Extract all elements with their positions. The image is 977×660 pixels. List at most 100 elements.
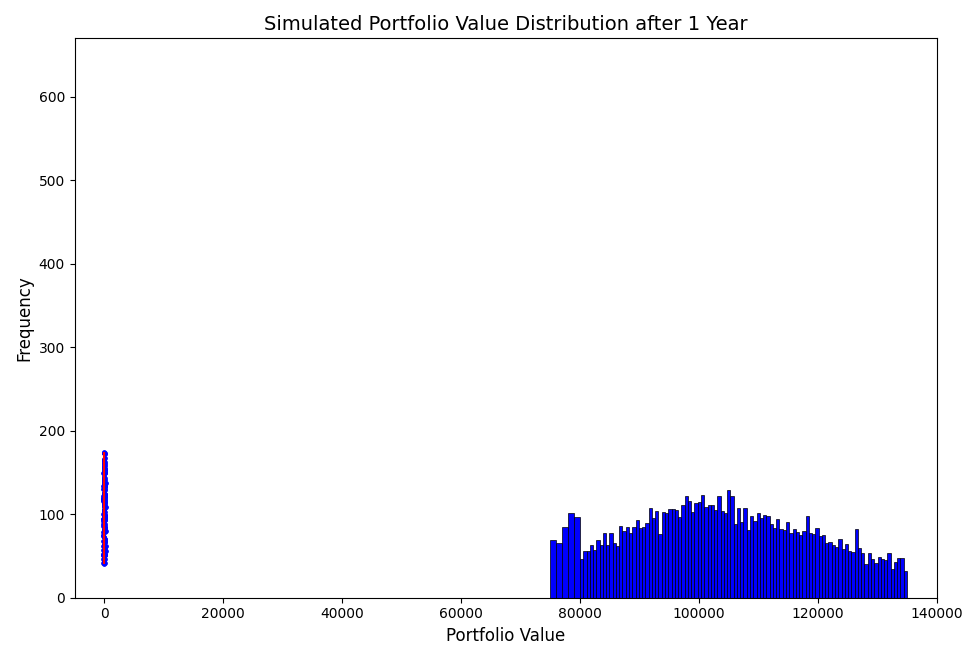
Point <box>97 500 112 511</box>
Bar <box>687 501 691 598</box>
Bar <box>664 513 667 598</box>
Bar <box>759 518 762 598</box>
Point <box>96 521 111 531</box>
Point <box>96 525 111 535</box>
Bar <box>786 522 788 598</box>
Point <box>96 515 111 526</box>
Point <box>98 537 113 548</box>
Point <box>97 447 112 458</box>
Point <box>97 490 112 500</box>
Point <box>97 499 112 510</box>
Point <box>98 488 113 499</box>
Bar <box>625 527 628 598</box>
Point <box>97 475 112 486</box>
Point <box>97 480 112 491</box>
Point <box>96 527 111 537</box>
Bar <box>795 532 798 598</box>
Point <box>97 541 112 552</box>
Bar <box>769 524 772 598</box>
Point <box>96 488 111 498</box>
Point <box>96 471 111 482</box>
Point <box>97 484 112 494</box>
Point <box>96 559 111 570</box>
Bar <box>743 508 746 598</box>
Point <box>97 466 112 477</box>
Bar <box>876 557 880 598</box>
Point <box>97 546 112 557</box>
Bar <box>609 533 612 598</box>
Point <box>96 459 111 470</box>
Point <box>97 455 112 465</box>
Point <box>97 523 112 534</box>
Bar <box>616 546 618 598</box>
Point <box>97 498 112 508</box>
Point <box>98 484 113 495</box>
Point <box>97 473 112 483</box>
Bar <box>746 530 749 598</box>
Point <box>96 448 111 459</box>
Bar <box>782 530 786 598</box>
Y-axis label: Frequency: Frequency <box>15 275 33 361</box>
Point <box>97 500 112 511</box>
Point <box>96 531 111 542</box>
Point <box>96 473 111 484</box>
Bar <box>596 540 599 598</box>
Bar <box>840 549 844 598</box>
Point <box>96 519 111 529</box>
Bar <box>737 508 740 598</box>
Point <box>96 496 111 506</box>
Point <box>96 496 111 506</box>
Bar <box>890 568 893 598</box>
Point <box>98 550 113 561</box>
Point <box>97 475 112 486</box>
Point <box>96 505 111 515</box>
Bar <box>883 560 886 598</box>
Point <box>96 493 111 504</box>
Bar <box>677 517 681 598</box>
Bar <box>658 534 661 598</box>
Point <box>97 515 112 525</box>
Point <box>96 468 111 478</box>
Point <box>97 463 112 473</box>
Point <box>96 484 111 494</box>
Point <box>97 482 112 493</box>
Bar <box>612 543 616 598</box>
Point <box>96 494 111 504</box>
Point <box>96 550 111 560</box>
Point <box>96 544 111 555</box>
Point <box>96 552 111 563</box>
Point <box>96 457 111 467</box>
Point <box>97 496 112 507</box>
Bar <box>788 533 791 598</box>
X-axis label: Portfolio Value: Portfolio Value <box>446 627 565 645</box>
Bar <box>791 529 795 598</box>
Point <box>97 510 112 520</box>
Bar <box>851 552 854 598</box>
Point <box>97 481 112 492</box>
Point <box>96 501 111 512</box>
Point <box>96 520 111 531</box>
Point <box>97 455 112 465</box>
Point <box>96 515 111 526</box>
Bar <box>815 527 818 598</box>
Point <box>96 526 111 537</box>
Bar <box>805 516 808 598</box>
Point <box>97 550 112 560</box>
Bar <box>701 495 703 598</box>
Point <box>96 519 111 529</box>
Point <box>97 497 112 508</box>
Point <box>96 558 111 569</box>
Point <box>96 497 111 508</box>
Point <box>97 473 112 484</box>
Bar <box>886 552 890 598</box>
Point <box>96 457 111 468</box>
Bar <box>691 512 694 598</box>
Bar <box>642 527 645 598</box>
Point <box>97 463 112 474</box>
Bar <box>837 539 840 598</box>
Bar <box>749 516 752 598</box>
Point <box>97 525 112 536</box>
Bar <box>568 513 573 598</box>
Bar <box>766 516 769 598</box>
Point <box>96 465 111 476</box>
